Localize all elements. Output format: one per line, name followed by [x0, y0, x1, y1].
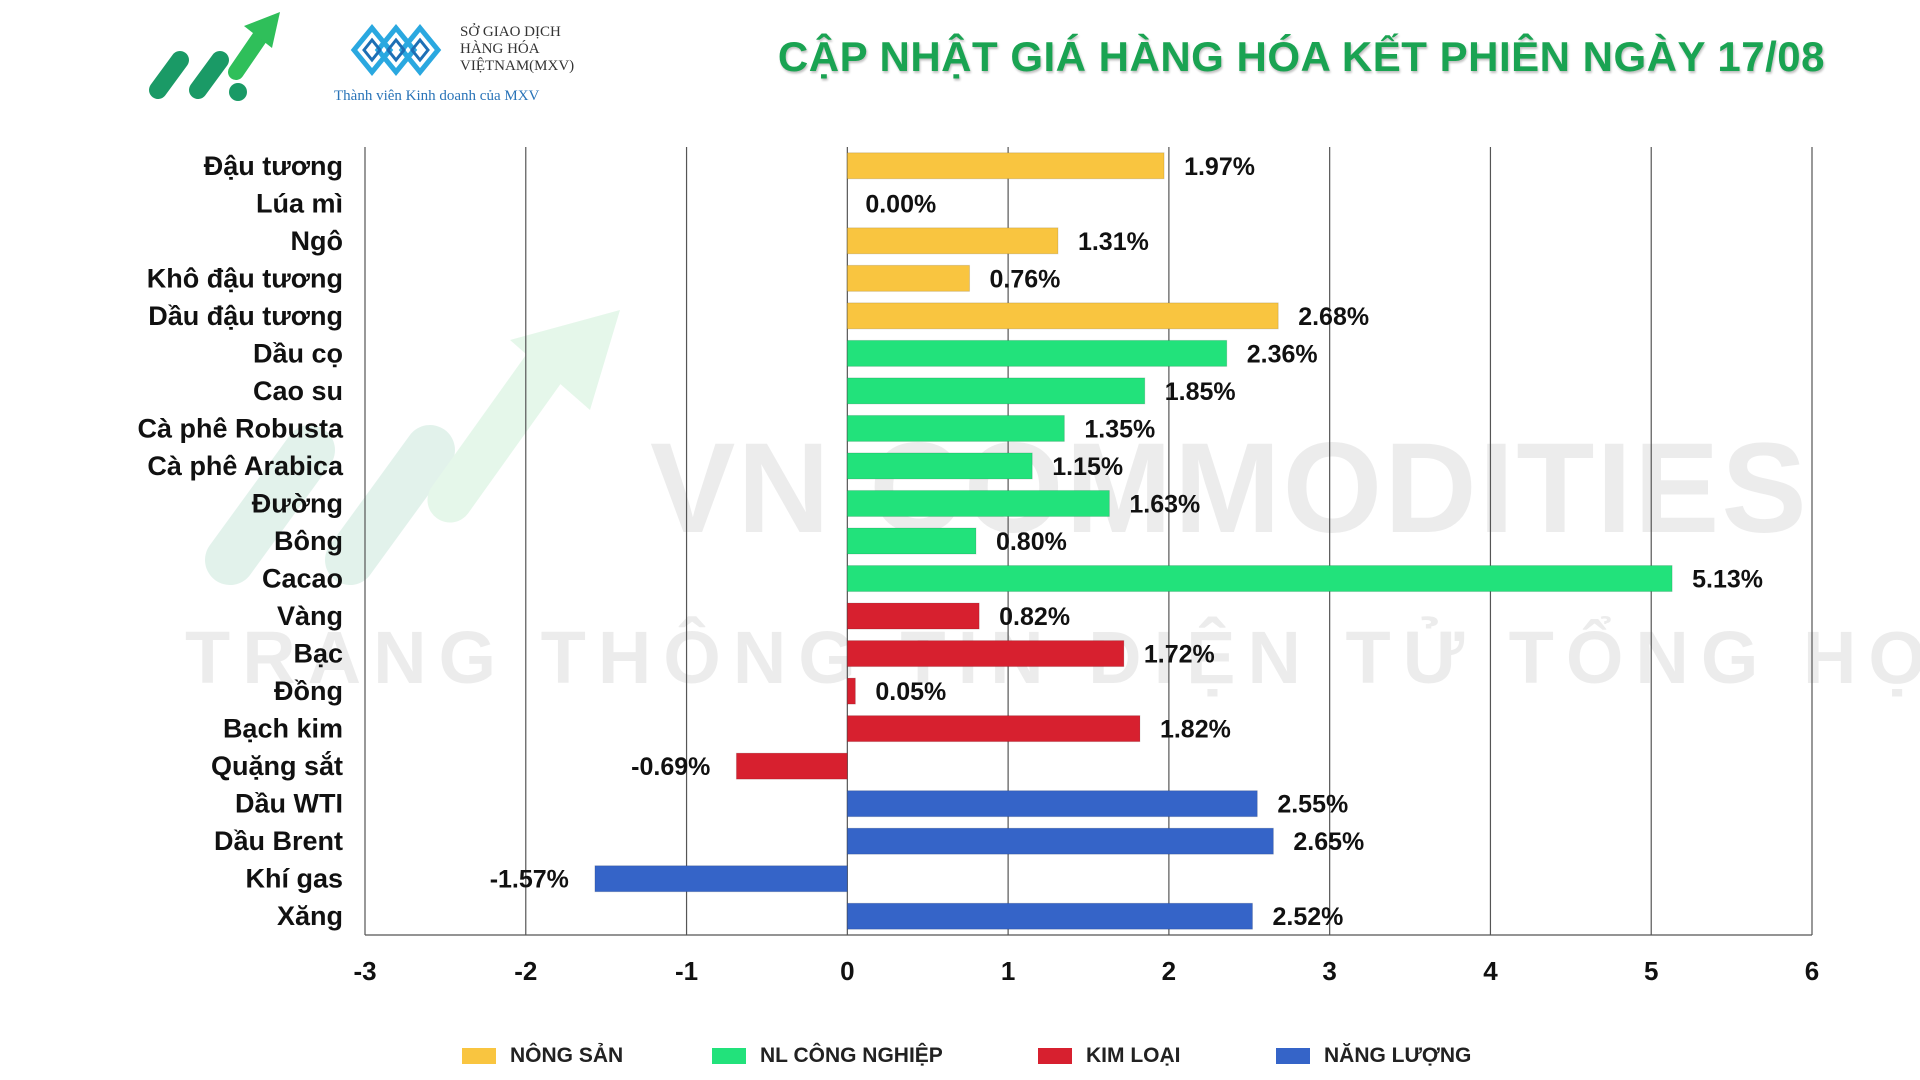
mxv-line-2: HÀNG HÓA: [460, 41, 540, 57]
category-label: Cacao: [262, 564, 343, 594]
bar: [846, 602, 980, 630]
bar: [846, 565, 1673, 593]
legend-item-nl-cong-nghiep: NL CÔNG NGHIỆP: [712, 1044, 943, 1068]
page-title: CẬP NHẬT GIÁ HÀNG HÓA KẾT PHIÊN NGÀY 17/…: [777, 33, 1825, 80]
category-label: Khí gas: [245, 864, 343, 894]
data-label: 2.68%: [1298, 303, 1369, 331]
data-label: 5.13%: [1692, 566, 1763, 594]
legend-label: KIM LOẠI: [1086, 1044, 1181, 1067]
data-label: 0.82%: [999, 603, 1070, 631]
chart-legend: NÔNG SẢN NL CÔNG NGHIỆP KIM LOẠI NĂNG LƯ…: [0, 1044, 1920, 1068]
legend-label: NĂNG LƯỢNG: [1324, 1044, 1472, 1067]
legend-label: NL CÔNG NGHIỆP: [760, 1044, 943, 1067]
category-label: Lúa mì: [256, 188, 343, 218]
category-label: Bông: [274, 526, 343, 556]
bar: [846, 677, 856, 705]
watermark-arrow-icon: [205, 310, 620, 585]
category-label: Vàng: [277, 601, 343, 631]
bar: [846, 827, 1274, 855]
bar: [846, 302, 1279, 330]
legend-swatch: [462, 1048, 496, 1064]
bar: [594, 865, 848, 893]
category-label: Ngô: [291, 226, 343, 256]
legend-swatch: [1276, 1048, 1310, 1064]
category-label: Dầu cọ: [253, 338, 343, 368]
legend-item-nong-san: NÔNG SẢN: [462, 1044, 623, 1068]
mxv-line-3: VIỆTNAM(MXV): [460, 58, 575, 74]
legend-label: NÔNG SẢN: [510, 1044, 624, 1067]
bar: [846, 339, 1228, 367]
legend-item-nang-luong: NĂNG LƯỢNG: [1276, 1044, 1471, 1068]
data-label: 1.85%: [1165, 378, 1236, 406]
mxv-diamond-icon: [350, 24, 442, 76]
bar: [846, 715, 1141, 743]
bar: [846, 790, 1258, 818]
legend-swatch: [712, 1048, 746, 1064]
data-label: 2.65%: [1293, 828, 1364, 856]
growth-arrow-logo-icon: [149, 12, 280, 101]
data-label: 0.00%: [865, 190, 936, 218]
data-label: 1.15%: [1052, 453, 1123, 481]
category-label: Dầu đậu tương: [148, 301, 343, 331]
bar: [846, 152, 1165, 180]
data-label: -0.69%: [631, 753, 710, 781]
data-label: 1.82%: [1160, 716, 1231, 744]
data-label: 0.05%: [875, 678, 946, 706]
x-tick-label: 3: [1322, 956, 1336, 986]
bar: [846, 377, 1146, 405]
mxv-subtitle: Thành viên Kinh doanh của MXV: [334, 88, 540, 104]
data-label: 1.63%: [1129, 490, 1200, 518]
x-tick-label: 4: [1483, 956, 1498, 986]
x-tick-label: -2: [514, 956, 537, 986]
bar: [846, 414, 1065, 442]
data-label: 2.36%: [1247, 340, 1318, 368]
data-label: 1.35%: [1084, 415, 1155, 443]
x-tick-label: 0: [840, 956, 854, 986]
data-label: 1.31%: [1078, 228, 1149, 256]
bar: [846, 640, 1125, 668]
x-tick-label: -1: [675, 956, 698, 986]
watermark-title: VN COMMODITIES: [650, 417, 1809, 560]
header: SỞ GIAO DỊCH HÀNG HÓA VIỆTNAM(MXV) Thành…: [0, 0, 1920, 120]
legend-swatch: [1038, 1048, 1072, 1064]
mxv-logo: SỞ GIAO DỊCH HÀNG HÓA VIỆTNAM(MXV) Thành…: [332, 20, 592, 110]
x-tick-label: -3: [353, 956, 376, 986]
data-label: 2.52%: [1272, 903, 1343, 931]
category-label: Cà phê Arabica: [147, 451, 344, 481]
bar: [846, 227, 1059, 255]
mxv-line-1: SỞ GIAO DỊCH: [460, 24, 561, 40]
category-label: Bạc: [293, 639, 343, 669]
category-label: Cà phê Robusta: [137, 413, 344, 443]
category-label: Quặng sắt: [211, 750, 343, 781]
data-label: 0.76%: [990, 265, 1061, 293]
data-label: 1.97%: [1184, 153, 1255, 181]
legend-item-kim-loai: KIM LOẠI: [1038, 1044, 1181, 1068]
category-label: Đậu tương: [204, 151, 343, 181]
data-label: 1.72%: [1144, 641, 1215, 669]
bar: [846, 527, 977, 555]
bar: [735, 752, 848, 780]
bar: [846, 902, 1253, 930]
category-label: Cao su: [253, 376, 343, 406]
bar: [846, 452, 1033, 480]
data-label: 0.80%: [996, 528, 1067, 556]
category-label: Xăng: [277, 901, 343, 931]
x-tick-label: 6: [1805, 956, 1819, 986]
x-tick-label: 2: [1162, 956, 1176, 986]
bar: [846, 264, 971, 292]
category-label: Khô đậu tương: [147, 263, 343, 293]
category-label: Đồng: [274, 676, 343, 706]
category-label: Dầu WTI: [235, 789, 343, 819]
category-label: Bạch kim: [223, 714, 343, 744]
data-label: 2.55%: [1277, 791, 1348, 819]
x-tick-label: 1: [1001, 956, 1015, 986]
mxv-name: SỞ GIAO DỊCH HÀNG HÓA VIỆTNAM(MXV): [460, 24, 574, 75]
bar: [846, 489, 1110, 517]
category-label: Dầu Brent: [214, 826, 343, 856]
category-label: Đường: [252, 488, 343, 518]
x-tick-label: 5: [1644, 956, 1658, 986]
data-label: -1.57%: [490, 866, 569, 894]
